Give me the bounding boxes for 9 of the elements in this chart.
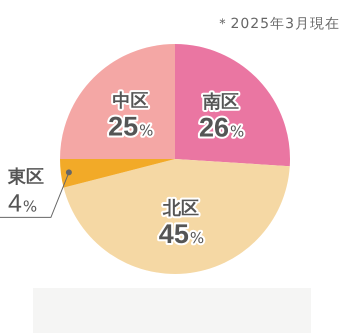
- data-label: 45%: [158, 218, 204, 249]
- data-label: 25%: [108, 111, 154, 142]
- slice-label: 東区: [7, 166, 44, 188]
- data-label: 4%: [8, 189, 38, 218]
- data-label: 26%: [198, 112, 244, 143]
- slice-label: 北区: [162, 198, 199, 219]
- text: ＊2025年3月現在: [215, 15, 340, 33]
- slice-label: 南区: [202, 92, 240, 113]
- slice-label: 中区: [112, 90, 148, 112]
